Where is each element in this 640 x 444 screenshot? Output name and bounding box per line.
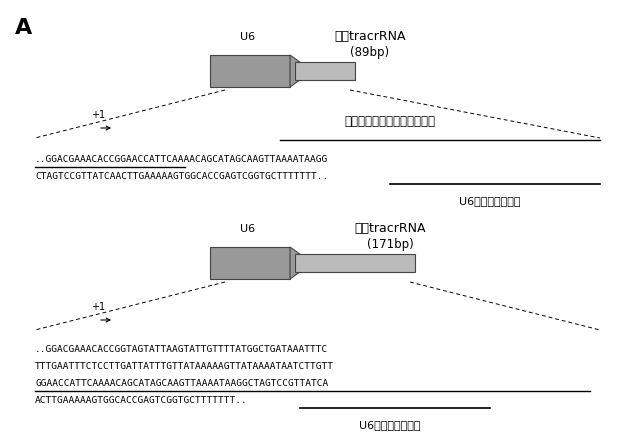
Text: +1: +1 [91, 302, 105, 312]
Text: (89bp): (89bp) [351, 46, 390, 59]
Bar [295, 254, 415, 272]
Text: U6: U6 [241, 224, 255, 234]
Polygon shape [290, 55, 312, 87]
Text: 短鎖tracrRNA: 短鎖tracrRNA [334, 30, 406, 43]
Text: 長鎖tracrRNA: 長鎖tracrRNA [355, 222, 426, 235]
Text: CTAGTCCGTTATCAACTTGAAAAAGTGGCACCGAGTCGGTGCTTTTTTT..: CTAGTCCGTTATCAACTTGAAAAAGTGGCACCGAGTCGGT… [35, 172, 328, 181]
Text: U6ターミネーター: U6ターミネーター [460, 196, 521, 206]
Text: U6: U6 [241, 32, 255, 42]
Text: ..GGACGAAACACCGGAACCATTCAAAACAGCATAGCAAGTTAAAATAAGG: ..GGACGAAACACCGGAACCATTCAAAACAGCATAGCAAG… [35, 155, 328, 164]
Text: TTTGAATTTCTCCTTGATTATTTGTTATAAAAAGTTATAAAATAATCTTGTT: TTTGAATTTCTCCTTGATTATTTGTTATAAAAAGTTATAA… [35, 362, 334, 371]
Text: +1: +1 [91, 110, 105, 120]
Text: ..GGACGAAACACCGGTAGTATTAAGTATTGTTTTATGGCTGATAAATTTC: ..GGACGAAACACCGGTAGTATTAAGTATTGTTTTATGGC… [35, 345, 328, 354]
Polygon shape [290, 247, 312, 279]
Bar [210, 55, 290, 87]
Text: (171bp): (171bp) [367, 238, 413, 251]
Text: ACTTGAAAAAGTGGCACCGAGTCGGTGCTTTTTTT..: ACTTGAAAAAGTGGCACCGAGTCGGTGCTTTTTTT.. [35, 396, 248, 405]
Bar [210, 247, 290, 279]
Text: GGAACCATTCAAAACAGCATAGCAAGTTAAAATAAGGCTAGTCCGTTATCA: GGAACCATTCAAAACAGCATAGCAAGTTAAAATAAGGCTA… [35, 379, 328, 388]
Text: ノザンブロットプローブ標的: ノザンブロットプローブ標的 [344, 115, 435, 128]
Bar [295, 62, 355, 80]
Text: U6ターミネーター: U6ターミネーター [359, 420, 420, 430]
Text: A: A [15, 18, 32, 38]
